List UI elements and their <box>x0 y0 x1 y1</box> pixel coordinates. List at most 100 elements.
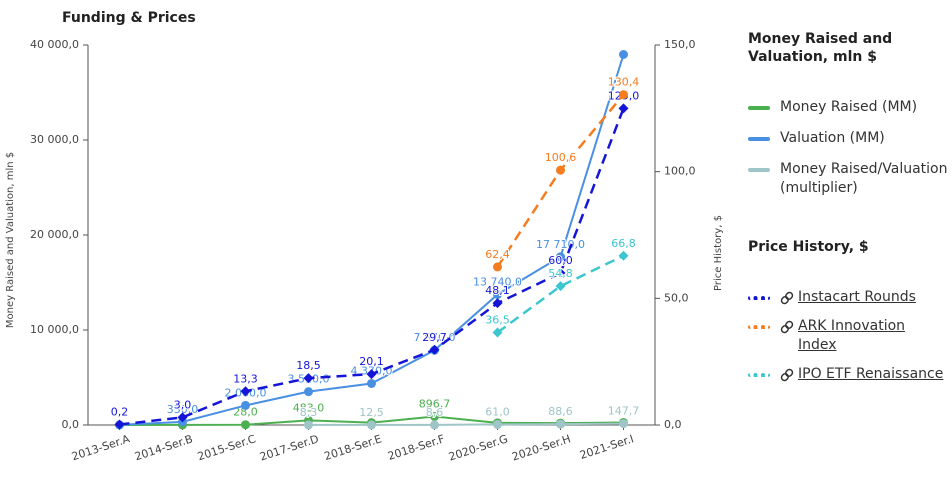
data-label: 61,0 <box>485 405 510 418</box>
data-label: 0,2 <box>111 405 129 418</box>
x-tick-label: 2018-Ser.E <box>323 432 384 463</box>
point <box>304 387 313 397</box>
data-label: 29,7 <box>422 331 447 344</box>
chart-title: Funding & Prices <box>62 10 196 26</box>
link-icon <box>780 368 794 382</box>
data-label: 13 740,0 <box>473 275 522 288</box>
point <box>556 252 565 262</box>
x-tick-label: 2014-Ser.B <box>133 432 194 463</box>
legend-label: ARK Innovation Index <box>798 318 906 353</box>
point <box>241 420 250 430</box>
legend-swatch <box>748 98 770 117</box>
point <box>114 419 125 430</box>
data-label: 130,4 <box>608 76 640 89</box>
data-label: 20,1 <box>359 355 384 368</box>
y2-tick-label: 0,0 <box>664 418 682 431</box>
point <box>556 419 565 429</box>
legend-label: IPO ETF Renaissance <box>798 366 944 382</box>
data-label: 17 710,0 <box>536 238 585 251</box>
data-label: 28,0 <box>233 406 258 419</box>
point <box>493 289 502 299</box>
y-tick-label: 40 000,0 <box>30 38 79 51</box>
x-tick-label: 2020-Ser.G <box>447 432 509 463</box>
x-tick-label: 2015-Ser.C <box>196 432 258 463</box>
data-label: 13,3 <box>233 372 258 385</box>
data-label: 12,5 <box>359 406 384 419</box>
link-icon <box>780 291 794 305</box>
x-tick-label: 2020-Ser.H <box>510 432 572 463</box>
y-tick-label: 20 000,0 <box>30 228 79 241</box>
legend-heading: Money Raised and Valuation, mln $ <box>748 31 893 65</box>
point <box>619 50 628 59</box>
point <box>303 373 314 384</box>
legend-item: Money Raised/Valuation (multiplier) <box>748 160 948 198</box>
legend-swatch <box>748 288 770 307</box>
y2-tick-label: 50,0 <box>664 291 689 304</box>
point <box>618 250 629 261</box>
legend-label: Money Raised (MM) <box>780 99 918 115</box>
point <box>492 327 503 338</box>
legend-swatch <box>748 129 770 148</box>
legend-item[interactable]: IPO ETF Renaissance <box>748 365 948 384</box>
data-label: 36,5 <box>485 314 510 327</box>
data-label: 18,5 <box>296 359 321 372</box>
point <box>429 344 440 355</box>
y-tick-label: 0,0 <box>62 418 80 431</box>
point <box>556 165 565 175</box>
legend-swatch <box>748 317 770 336</box>
point <box>618 103 629 114</box>
chart: Funding & Prices Money Raised and Valuat… <box>5 10 724 464</box>
data-label: 48,1 <box>485 284 510 297</box>
y2-tick-label: 100,0 <box>664 165 696 178</box>
data-label: 8,6 <box>426 406 444 419</box>
data-label: 8,3 <box>300 406 318 419</box>
point <box>241 400 250 410</box>
data-label: 896,7 <box>419 397 451 410</box>
legend-label: Money Raised/Valuation (multiplier) <box>780 161 948 196</box>
point <box>430 411 439 421</box>
point <box>367 420 376 430</box>
x-tick-label: 2018-Ser.F <box>386 432 446 463</box>
data-label: 54,8 <box>548 267 573 280</box>
point <box>619 419 628 429</box>
point <box>304 420 313 430</box>
x-tick-label: 2021-Ser.I <box>578 432 635 462</box>
legend-item: Valuation (MM) <box>748 129 948 148</box>
point <box>619 90 628 100</box>
legend-label: Valuation (MM) <box>780 130 885 146</box>
data-label: 66,8 <box>611 237 636 250</box>
point <box>555 268 566 278</box>
data-label: 60,0 <box>548 254 573 267</box>
point <box>430 420 439 430</box>
legend-item: Money Raised (MM) <box>748 98 948 117</box>
point <box>366 369 377 380</box>
legend: Money Raised and Valuation, mln $ Money R… <box>748 30 948 394</box>
legend-item[interactable]: ARK Innovation Index <box>748 317 948 355</box>
legend-label: Instacart Rounds <box>798 289 916 305</box>
point <box>177 412 188 423</box>
data-label: 62,4 <box>485 248 510 261</box>
point <box>240 386 251 397</box>
point <box>555 281 566 292</box>
y2-axis-title: Price History, $ <box>713 215 724 291</box>
data-label: 88,6 <box>548 405 573 418</box>
legend-item[interactable]: Instacart Rounds <box>748 288 948 307</box>
point <box>492 298 503 309</box>
x-tick-label: 2013-Ser.A <box>70 432 132 463</box>
link-icon <box>780 320 794 334</box>
data-label: 483,0 <box>293 401 325 414</box>
y-tick-label: 30 000,0 <box>30 133 79 146</box>
y-tick-label: 10 000,0 <box>30 323 79 336</box>
point <box>493 419 502 429</box>
legend-swatch <box>748 160 770 179</box>
legend-swatch <box>748 365 770 384</box>
y-axis-title: Money Raised and Valuation, mln $ <box>5 152 16 328</box>
legend-spacer <box>748 210 948 238</box>
point <box>493 262 502 272</box>
x-tick-label: 2017-Ser.D <box>258 432 320 463</box>
series-line <box>308 422 624 426</box>
legend-heading: Price History, $ <box>748 239 869 255</box>
y2-tick-label: 150,0 <box>664 38 696 51</box>
data-label: 147,7 <box>608 405 640 418</box>
